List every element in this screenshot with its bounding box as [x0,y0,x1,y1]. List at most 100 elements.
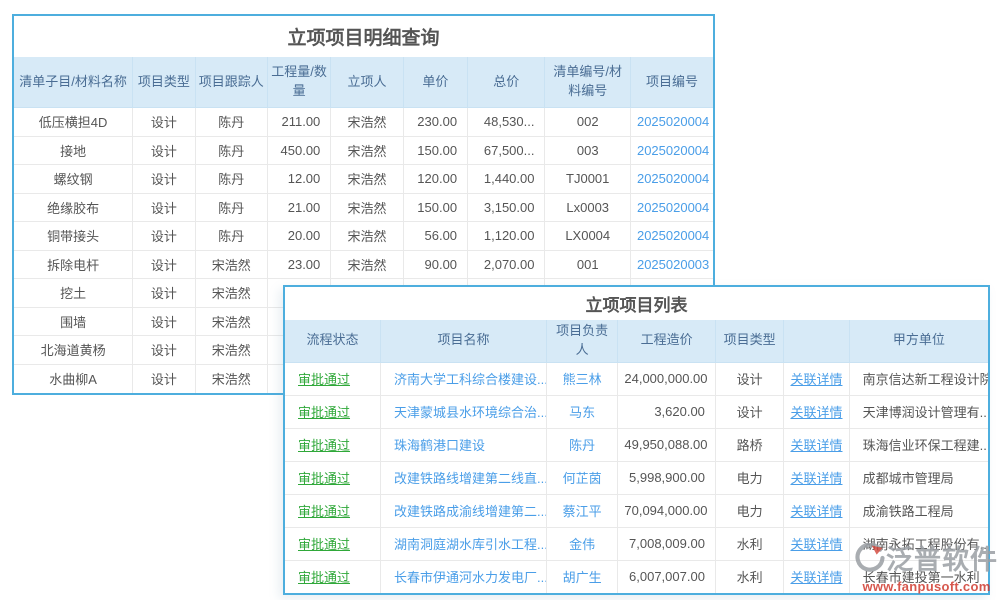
project-name-link[interactable]: 改建铁路成渝线增建第二... [394,504,547,520]
process-status-link[interactable]: 审批通过 [298,405,351,421]
material-name: 接地 [13,135,134,165]
detail-link[interactable]: 关联详情 [790,372,843,388]
project-tracker: 陈丹 [194,192,268,222]
material-name: 绝缘胶布 [13,192,134,222]
detail-link[interactable]: 关联详情 [790,405,843,421]
process-status-link-cell: 审批通过 [284,493,382,528]
initiator: 宋浩然 [330,135,404,165]
project-owner-link-cell: 马东 [545,394,619,429]
project-name-link[interactable]: 湖南洞庭湖水库引水工程... [394,537,547,553]
quantity: 23.00 [266,249,332,279]
project-name-link-cell: 珠海鹤港口建设 [380,427,547,462]
project-type: 设计 [132,221,196,251]
project-owner-link-cell: 蔡江平 [545,493,619,528]
project-name-link[interactable]: 天津蒙城县水环境综合治... [394,405,547,421]
detail-link[interactable]: 关联详情 [790,504,843,520]
process-status-link-cell: 审批通过 [284,394,382,429]
detail-link[interactable]: 关联详情 [790,537,843,553]
project-owner-link-cell: 熊三林 [545,361,619,396]
client-name: 湖南永拓工程股份有... [848,526,989,561]
quantity: 450.00 [266,135,332,165]
list-table-row: 审批通过 改建铁路线增建第二线直... 何芷茵 5,998,900.00 电力 关联详情成… [284,460,989,495]
project-name-link[interactable]: 长春市伊通河水力发电厂... [394,570,547,586]
unit-price: 230.00 [402,107,469,137]
item-code-header: 清单编号/材料编号 [544,56,631,108]
detail-table-title: 立项项目明细查询 [14,16,713,57]
client-name: 成都城市管理局 [848,460,989,495]
detail-table-row: 接地 设计 陈丹 450.00 宋浩然 150.00 67,500... 003 2025020… [13,135,714,165]
detail-table-row: 低压横担4D 设计 陈丹 211.00 宋浩然 230.00 48,530... 002 202… [13,107,714,137]
client-name-header: 甲方单位 [848,319,989,363]
project-name-link[interactable]: 珠海鹤港口建设 [394,438,486,454]
project-name-link-cell: 湖南洞庭湖水库引水工程... [380,526,547,561]
detail-table-row: 绝缘胶布 设计 陈丹 21.00 宋浩然 150.00 3,150.00 Lx0003 2025… [13,192,714,222]
project-owner-link-cell: 何芷茵 [545,460,619,495]
total-price-header: 总价 [467,56,546,108]
material-name: 低压横担4D [13,107,134,137]
project-number-link[interactable]: 2025020004 [636,142,710,158]
project-owner-link[interactable]: 蔡江平 [562,504,602,520]
process-status-link[interactable]: 审批通过 [298,372,351,388]
detail-table-row: 铜带接头 设计 陈丹 20.00 宋浩然 56.00 1,120.00 LX0004 20250… [13,221,714,251]
detail-link-cell: 关联详情 [783,526,850,561]
project-owner-link[interactable]: 熊三林 [562,372,602,388]
process-status-link-header: 流程状态 [284,319,382,363]
client-name: 南京信达新工程设计院 [848,361,989,396]
project-name-link-cell: 长春市伊通河水力发电厂... [380,559,547,594]
project-number-link-cell: 2025020004 [629,135,714,165]
project-tracker: 宋浩然 [194,363,268,393]
process-status-link-cell: 审批通过 [284,427,382,462]
project-tracker: 陈丹 [194,107,268,137]
detail-link[interactable]: 关联详情 [790,570,843,586]
process-status-link[interactable]: 审批通过 [298,504,351,520]
project-cost: 6,007,007.00 [617,559,716,594]
project-number-link[interactable]: 2025020004 [636,114,710,130]
project-type: 设计 [132,107,196,137]
material-name: 拆除电杆 [13,249,134,279]
project-tracker: 陈丹 [194,135,268,165]
project-number-link-cell: 2025020004 [629,107,714,137]
project-name-link-cell: 改建铁路成渝线增建第二... [380,493,547,528]
process-status-link[interactable]: 审批通过 [298,570,351,586]
item-code: 003 [544,135,631,165]
process-status-link[interactable]: 审批通过 [298,471,351,487]
project-tracker: 宋浩然 [194,249,268,279]
project-type: 水利 [714,559,785,594]
process-status-link-cell: 审批通过 [284,361,382,396]
detail-link[interactable]: 关联详情 [790,438,843,454]
detail-link-cell: 关联详情 [783,559,850,594]
project-number-link-header: 项目编号 [629,56,714,108]
project-number-link[interactable]: 2025020003 [636,256,710,272]
client-name: 长春市建投第一水利 [848,559,989,594]
project-tracker-header: 项目跟踪人 [194,56,268,108]
project-owner-link[interactable]: 何芷茵 [562,471,602,487]
project-type: 设计 [132,363,196,393]
process-status-link-cell: 审批通过 [284,526,382,561]
client-name: 成渝铁路工程局 [848,493,989,528]
process-status-link[interactable]: 审批通过 [298,438,351,454]
project-number-link[interactable]: 2025020004 [636,228,710,244]
project-owner-link[interactable]: 陈丹 [569,438,596,454]
project-type: 设计 [132,335,196,365]
project-name-link[interactable]: 改建铁路线增建第二线直... [394,471,547,487]
project-type-header: 项目类型 [714,319,785,363]
project-owner-link[interactable]: 金伟 [569,537,596,553]
unit-price-header: 单价 [402,56,469,108]
project-cost: 7,008,009.00 [617,526,716,561]
list-table-row: 审批通过 天津蒙城县水环境综合治... 马东 3,620.00 设计 关联详情 天津博润设计… [284,394,989,429]
detail-link-header [783,319,850,363]
project-number-link[interactable]: 2025020004 [636,199,710,215]
project-owner-link[interactable]: 马东 [569,405,596,421]
material-name: 挖土 [13,278,134,308]
project-name-link[interactable]: 济南大学工科综合楼建设... [394,372,547,388]
item-code: 001 [544,249,631,279]
item-code: Lx0003 [544,192,631,222]
list-table-row: 审批通过 长春市伊通河水力发电厂... 胡广生 6,007,007.00 水利 关联详情长… [284,559,989,594]
project-tracker: 陈丹 [194,164,268,194]
project-type: 设计 [132,249,196,279]
project-number-link[interactable]: 2025020004 [636,171,710,187]
project-owner-link[interactable]: 胡广生 [562,570,602,586]
process-status-link[interactable]: 审批通过 [298,537,351,553]
detail-link[interactable]: 关联详情 [790,471,843,487]
client-name: 天津博润设计管理有... [848,394,989,429]
